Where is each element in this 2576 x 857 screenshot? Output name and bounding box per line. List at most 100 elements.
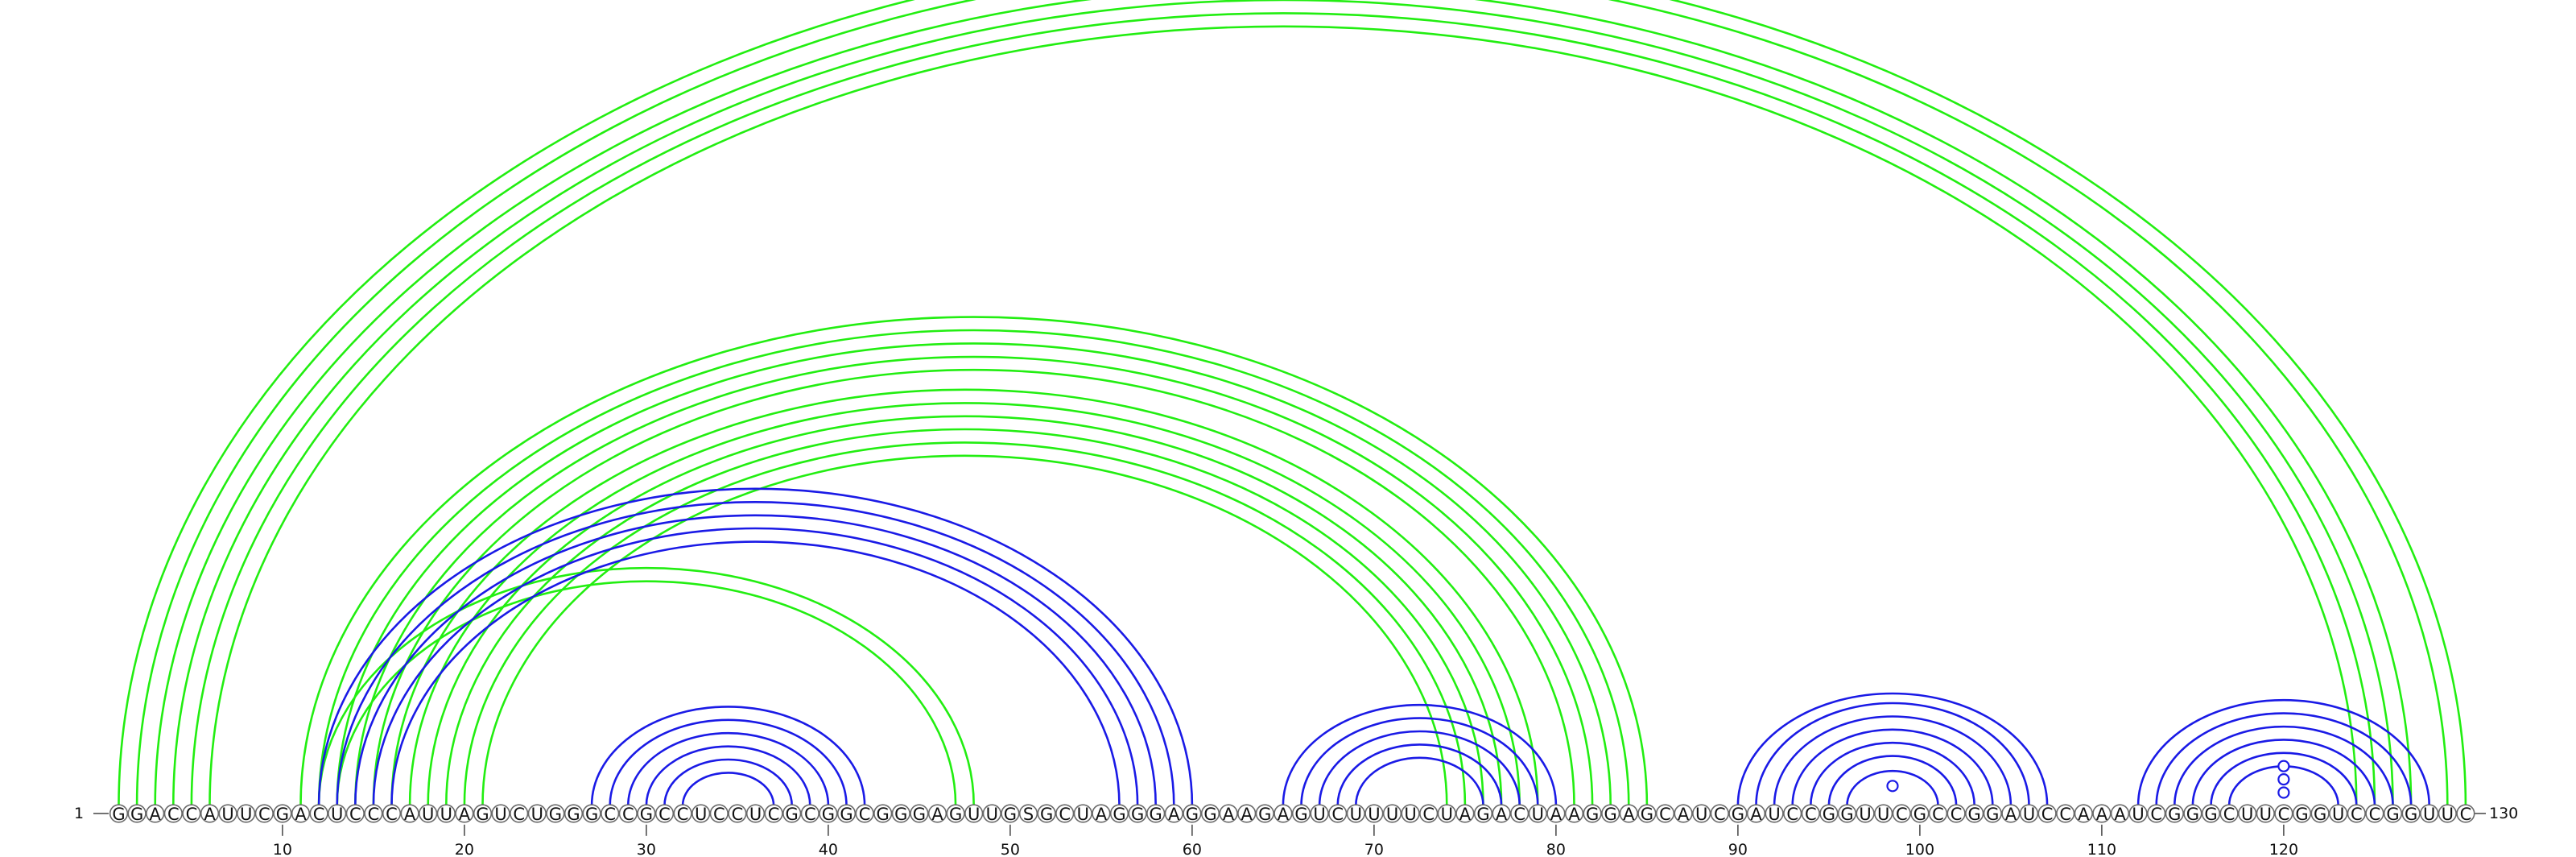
nucleotide-letter: A xyxy=(1568,805,1580,824)
nucleotide-letter: G xyxy=(1150,805,1162,824)
nucleotide-letter: G xyxy=(894,805,907,824)
nucleotide-letter: A xyxy=(1750,805,1762,824)
nucleotide-circle xyxy=(1510,804,1530,823)
nucleotide-circle xyxy=(1073,804,1092,823)
nucleotide-circle xyxy=(309,804,328,823)
nucleotide-letter: G xyxy=(130,805,143,824)
nucleotide-letter: U xyxy=(494,805,506,824)
nucleotide-letter: G xyxy=(2314,805,2326,824)
nucleotide-letter: A xyxy=(1623,805,1635,824)
nucleotide-letter: C xyxy=(1422,805,1435,824)
nucleotide-letter: A xyxy=(1223,805,1235,824)
nucleotide-circle xyxy=(2219,804,2239,823)
nucleotide-circle xyxy=(510,804,529,823)
green-pair-arc xyxy=(427,415,1503,806)
nucleotide-letter: C xyxy=(2351,805,2363,824)
nucleotide-letter: U xyxy=(968,805,980,824)
nucleotide-letter: C xyxy=(513,805,525,824)
nucleotide-circle xyxy=(291,804,311,823)
nucleotide-letter: G xyxy=(112,805,125,824)
nucleotide-letter: C xyxy=(604,805,616,824)
blue-pair-arc xyxy=(2155,712,2413,806)
blue-pair-arc xyxy=(2174,725,2394,806)
nucleotide-letter: U xyxy=(2332,805,2344,824)
nucleotide-letter: G xyxy=(1476,805,1489,824)
nucleotide-letter: A xyxy=(1241,805,1253,824)
nucleotide-letter: G xyxy=(1968,805,1981,824)
nucleotide-letter: A xyxy=(1278,805,1290,824)
nucleotide-letter: U xyxy=(2023,805,2035,824)
nucleotide-letter: U xyxy=(1877,805,1889,824)
nucleotide-circle xyxy=(182,804,201,823)
nucleotide-circle xyxy=(564,804,584,823)
nucleotide-letter: G xyxy=(1913,805,1926,824)
blue-arc-marker xyxy=(2277,786,2290,799)
nucleotide-letter: U xyxy=(986,805,998,824)
nucleotide-letter: U xyxy=(2442,805,2454,824)
nucleotide-letter: C xyxy=(368,805,380,824)
nucleotide-letter: G xyxy=(1131,805,1144,824)
nucleotide-circle xyxy=(1291,804,1311,823)
nucleotide-circle xyxy=(873,804,893,823)
nucleotide-circle xyxy=(618,804,638,823)
nucleotide-circle xyxy=(1765,804,1784,823)
blue-pair-arc xyxy=(663,758,793,806)
blue-pair-arc xyxy=(372,527,1139,806)
green-pair-arc xyxy=(354,355,1594,806)
blue-pair-arc xyxy=(1791,728,1994,806)
nucleotide-circle xyxy=(1001,804,1020,823)
nucleotide-circle xyxy=(200,804,220,823)
nucleotide-letter: G xyxy=(549,805,562,824)
blue-pair-arc xyxy=(2136,698,2430,806)
nucleotide-circle xyxy=(2456,804,2475,823)
green-pair-arc xyxy=(336,342,1612,806)
green-pair-arc xyxy=(190,12,2376,806)
nucleotide-circle xyxy=(1437,804,1456,823)
nucleotide-letter: G xyxy=(1586,805,1599,824)
nucleotide-letter: C xyxy=(2150,805,2162,824)
nucleotide-letter: A xyxy=(1496,805,1508,824)
nucleotide-letter: S xyxy=(1023,805,1034,824)
start-position-label: 1 xyxy=(74,805,84,822)
nucleotide-letter: C xyxy=(2223,805,2235,824)
nucleotide-letter: C xyxy=(677,805,689,824)
ruler-tick-label: 90 xyxy=(1728,841,1748,857)
nucleotide-letter: G xyxy=(1823,805,1835,824)
nucleotide-letter: C xyxy=(1331,805,1344,824)
nucleotide-circle xyxy=(1837,804,1857,823)
nucleotide-circle xyxy=(1692,804,1711,823)
ruler-tick-label: 100 xyxy=(1905,841,1934,857)
nucleotide-circle xyxy=(2438,804,2457,823)
nucleotide-circle xyxy=(927,804,947,823)
nucleotide-circle xyxy=(1546,804,1566,823)
nucleotide-letter: G xyxy=(1113,805,1125,824)
nucleotide-circle xyxy=(1200,804,1220,823)
nucleotide-circle xyxy=(473,804,493,823)
blue-pair-arc xyxy=(1336,743,1503,806)
nucleotide-circle xyxy=(436,804,456,823)
arc-markers xyxy=(1886,760,2290,799)
nucleotide-circle xyxy=(1473,804,1493,823)
nucleotide-circle xyxy=(1128,804,1147,823)
blue-pair-arc xyxy=(645,745,811,806)
nucleotide-letter: C xyxy=(1805,805,1817,824)
nucleotide-circle xyxy=(1655,804,1675,823)
nucleotide-circle xyxy=(691,804,711,823)
nucleotide-circle xyxy=(2201,804,2221,823)
nucleotide-circle xyxy=(910,804,929,823)
nucleotide-letter: A xyxy=(404,805,416,824)
nucleotide-letter: C xyxy=(258,805,270,824)
nucleotide-circle xyxy=(2329,804,2348,823)
nucleotide-letter: C xyxy=(1932,805,1944,824)
ruler-tick-label: 70 xyxy=(1364,841,1384,857)
nucleotide-circle xyxy=(2383,804,2403,823)
nucleotide-letter: U xyxy=(1695,805,1707,824)
nucleotide-letter: U xyxy=(1404,805,1416,824)
nucleotide-letter: C xyxy=(386,805,398,824)
green-pair-arc xyxy=(336,580,957,806)
nucleotide-circle xyxy=(2401,804,2421,823)
nucleotide-circle xyxy=(582,804,601,823)
blue-pair-arc xyxy=(627,731,830,806)
nucleotide-circle xyxy=(491,804,510,823)
nucleotide-circle xyxy=(800,804,819,823)
